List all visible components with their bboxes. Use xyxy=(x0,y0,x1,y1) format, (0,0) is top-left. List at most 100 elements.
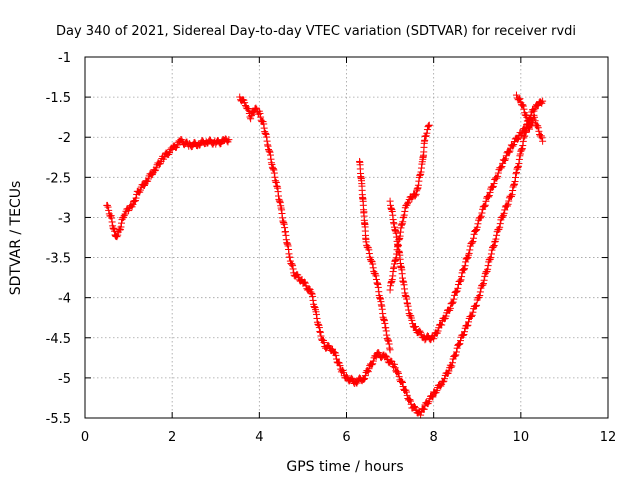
data-point-arc-4 xyxy=(489,183,497,191)
data-point-arc-4 xyxy=(438,321,446,329)
data-point-arc-4 xyxy=(502,155,510,163)
data-point-arc-1 xyxy=(225,136,233,144)
x-tick-label: 0 xyxy=(81,430,89,445)
data-point-arc-5 xyxy=(411,192,419,200)
data-point-arc-6 xyxy=(523,113,531,121)
data-point-arc-2 xyxy=(464,321,472,329)
data-point-arc-2 xyxy=(452,351,460,359)
data-point-arc-1 xyxy=(113,233,121,241)
data-point-arc-4 xyxy=(494,169,502,177)
data-point-arc-6 xyxy=(531,117,539,125)
data-point-arc-4 xyxy=(521,126,529,134)
data-point-arc-2 xyxy=(364,368,372,376)
data-point-arc-2 xyxy=(468,311,476,319)
y-tick-label: -2.5 xyxy=(46,171,71,186)
data-point-arc-4 xyxy=(472,227,480,235)
data-point-arc-2 xyxy=(472,302,480,310)
data-point-arc-2 xyxy=(353,379,361,387)
data-point-arc-2 xyxy=(398,377,406,385)
data-point-arc-2 xyxy=(394,369,402,377)
data-point-arc-2 xyxy=(465,318,473,326)
data-point-arc-2 xyxy=(455,340,463,348)
data-point-arc-2 xyxy=(451,352,459,360)
data-point-arc-2 xyxy=(487,253,495,261)
x-tick-label: 6 xyxy=(342,430,350,445)
data-point-arc-4 xyxy=(478,209,486,217)
data-point-arc-3 xyxy=(368,257,376,265)
data-point-arc-4 xyxy=(465,249,473,257)
data-point-arc-2 xyxy=(490,243,498,251)
data-point-arc-4 xyxy=(514,135,522,143)
data-point-arc-2 xyxy=(336,362,344,370)
data-point-arc-2 xyxy=(288,260,296,268)
data-point-arc-2 xyxy=(504,200,512,208)
data-point-arc-4 xyxy=(494,172,502,180)
data-point-arc-2 xyxy=(467,313,475,321)
data-point-arc-4 xyxy=(477,212,485,220)
data-point-arc-2 xyxy=(461,328,469,336)
data-point-arc-2 xyxy=(503,202,511,210)
data-point-arc-2 xyxy=(317,332,325,340)
data-point-arc-1 xyxy=(117,223,125,231)
chart-title: Day 340 of 2021, Sidereal Day-to-day VTE… xyxy=(56,24,576,39)
data-point-arc-4 xyxy=(477,214,485,222)
y-tick-label: -5.5 xyxy=(46,412,71,427)
data-point-arc-2 xyxy=(335,358,343,366)
data-point-arc-2 xyxy=(241,99,249,107)
data-point-arc-4 xyxy=(470,234,478,242)
data-point-arc-1 xyxy=(105,206,113,214)
data-point-arc-4 xyxy=(502,152,510,160)
data-point-arc-3 xyxy=(365,246,373,254)
data-point-arc-2 xyxy=(419,405,427,413)
data-point-arc-2 xyxy=(427,392,435,400)
data-point-arc-2 xyxy=(387,357,395,365)
data-point-arc-2 xyxy=(395,373,403,381)
y-tick-label: -3.5 xyxy=(46,252,71,267)
data-point-arc-3 xyxy=(365,250,373,258)
data-point-arc-2 xyxy=(439,378,447,386)
data-point-arc-4 xyxy=(405,306,413,314)
data-point-arc-2 xyxy=(244,105,252,113)
data-point-arc-6 xyxy=(522,112,530,120)
data-point-arc-2 xyxy=(500,209,508,217)
data-point-arc-6 xyxy=(519,101,527,109)
data-point-arc-4 xyxy=(509,142,517,150)
data-point-arc-2 xyxy=(368,361,376,369)
data-point-arc-6 xyxy=(519,102,527,110)
data-point-arc-4 xyxy=(462,258,470,266)
data-point-arc-2 xyxy=(382,352,390,360)
data-point-arc-2 xyxy=(331,348,339,356)
data-point-arc-2 xyxy=(289,265,297,273)
data-point-arc-6 xyxy=(526,125,534,133)
data-point-arc-2 xyxy=(447,363,455,371)
data-point-arc-2 xyxy=(247,112,255,120)
data-point-arc-2 xyxy=(302,282,310,290)
data-point-arc-2 xyxy=(390,360,398,368)
data-point-arc-4 xyxy=(466,246,474,254)
data-point-arc-2 xyxy=(433,387,441,395)
data-point-arc-2 xyxy=(343,372,350,380)
data-point-arc-4 xyxy=(408,316,416,324)
data-point-arc-5 xyxy=(401,207,409,215)
data-point-arc-2 xyxy=(479,281,487,289)
data-point-arc-4 xyxy=(517,131,525,139)
data-point-arc-2 xyxy=(391,364,399,372)
data-point-arc-2 xyxy=(403,391,411,399)
data-point-arc-2 xyxy=(256,109,264,117)
data-point-arc-4 xyxy=(442,312,450,320)
y-tick-label: -5 xyxy=(58,372,71,387)
data-point-arc-2 xyxy=(459,331,467,339)
data-point-arc-2 xyxy=(505,197,513,205)
data-point-arc-4 xyxy=(505,148,513,156)
data-point-arc-2 xyxy=(320,338,328,346)
y-tick-label: -4 xyxy=(58,292,71,307)
data-point-arc-4 xyxy=(465,251,473,259)
data-point-arc-1 xyxy=(152,164,160,172)
plot-frame xyxy=(84,56,609,419)
data-point-arc-2 xyxy=(456,340,464,348)
data-point-arc-2 xyxy=(239,96,247,104)
data-point-arc-2 xyxy=(332,351,340,359)
data-point-arc-1 xyxy=(131,197,139,205)
data-point-arc-6 xyxy=(531,113,539,121)
